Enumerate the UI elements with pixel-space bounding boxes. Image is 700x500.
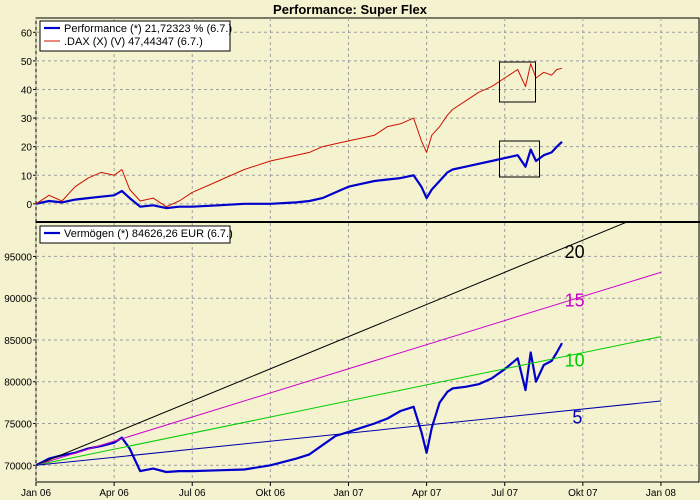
plot-frame (35, 17, 700, 483)
legend-label: Performance (*) 21,72323 % (6.7.) (64, 23, 232, 35)
x-tick-label: Jul 07 (491, 488, 518, 499)
series-group-bottom (36, 223, 662, 474)
x-tick-label: Apr 06 (99, 488, 129, 499)
chart-title: Performance: Super Flex (273, 2, 428, 17)
y-tick-label: 90000 (4, 294, 32, 305)
legend-box (39, 20, 231, 52)
x-tick-label: Okt 06 (256, 488, 286, 499)
rate-label: 20 (565, 242, 585, 262)
y-tick-label: 20 (21, 143, 33, 154)
panel-bottom: 70000 75000 80000 85000 90000 95000 20 15 10 5 Ver… (4, 223, 700, 482)
y-tick-label: 50 (21, 57, 33, 68)
legend-label: Vermögen (*) 84626,26 EUR (6.7.) (64, 228, 233, 240)
x-tick-label: Okt 07 (568, 488, 598, 499)
y-tick-label: 70000 (4, 461, 32, 472)
x-tick-label: Apr 07 (412, 488, 442, 499)
x-tick-label: Jan 06 (21, 488, 51, 499)
series-line-top-0 (36, 140, 563, 210)
rate-line-4 (36, 400, 661, 466)
y-tick-label: 0 (26, 200, 32, 211)
y-tick-label: 80000 (4, 378, 32, 389)
y-tick-label: 75000 (4, 420, 32, 431)
x-tick-label: Jul 06 (179, 488, 206, 499)
y-tick-label: 60 (21, 28, 33, 39)
rate-label: 5 (572, 408, 582, 428)
rate-label: 15 (565, 291, 585, 311)
highlight-box-dax (498, 61, 536, 103)
series-line-top-1 (36, 63, 563, 208)
y-tick-label: 30 (21, 114, 33, 125)
rate-line-1 (36, 223, 626, 466)
y-tick-label: 10 (21, 171, 33, 182)
panel-top: 0 10 20 30 40 50 60 Performance (*) 21,72323 % … (21, 18, 700, 221)
legend-label: .DAX (X) (V) 47,44347 (6.7.) (64, 36, 203, 48)
legend-box (39, 225, 231, 244)
y-tick-label: 95000 (4, 252, 32, 263)
highlight-box-performance (498, 140, 540, 178)
rate-line-3 (36, 336, 662, 466)
y-tick-label: 85000 (4, 336, 32, 347)
rate-line-2 (36, 271, 662, 466)
y-tick-label: 40 (21, 85, 33, 96)
x-tick-label: Jan 08 (646, 488, 676, 499)
rate-label: 10 (565, 351, 585, 371)
x-tick-label: Jan 07 (333, 488, 363, 499)
series-group-top (36, 63, 563, 210)
series-line-bottom-0 (36, 342, 563, 474)
